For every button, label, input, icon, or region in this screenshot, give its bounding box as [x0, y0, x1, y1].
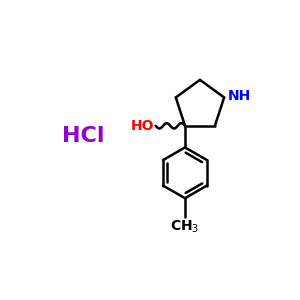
Text: NH: NH [228, 89, 251, 103]
Text: HCl: HCl [62, 126, 104, 146]
Text: HO: HO [131, 119, 154, 133]
Text: CH$_3$: CH$_3$ [170, 219, 200, 236]
